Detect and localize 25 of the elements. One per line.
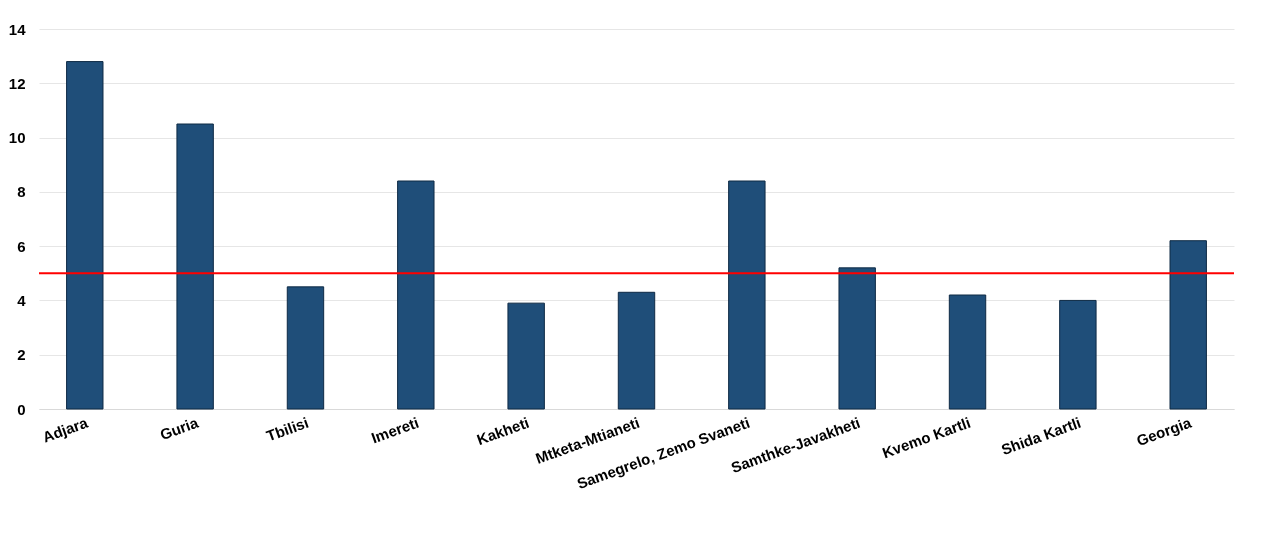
bar (838, 267, 876, 410)
bar (66, 61, 104, 410)
bar (397, 180, 435, 410)
x-tick-label: Shida Kartli (998, 413, 1083, 459)
bar (1059, 299, 1097, 410)
bar (176, 123, 214, 410)
bar (1169, 240, 1207, 410)
bar (507, 302, 545, 410)
bar (617, 291, 656, 410)
x-tick-label: Tbilisi (264, 413, 311, 445)
bar (286, 286, 325, 410)
y-tick-label: 12 (8, 74, 26, 92)
y-tick-label: 14 (8, 20, 27, 38)
y-tick-label: 6 (17, 237, 26, 255)
y-tick-label: 4 (17, 291, 27, 309)
y-tick-label: 8 (17, 183, 26, 201)
x-tick-label: Georgia (1134, 413, 1194, 449)
x-tick-label: Adjara (40, 413, 91, 446)
y-tick-label: 2 (17, 346, 26, 364)
x-tick-label: Kvemo Kartli (879, 413, 973, 462)
y-tick-label: 0 (17, 400, 26, 418)
bar (728, 180, 766, 410)
bar (948, 294, 987, 410)
y-tick-label: 10 (8, 129, 26, 147)
x-tick-label: Guria (157, 413, 201, 443)
